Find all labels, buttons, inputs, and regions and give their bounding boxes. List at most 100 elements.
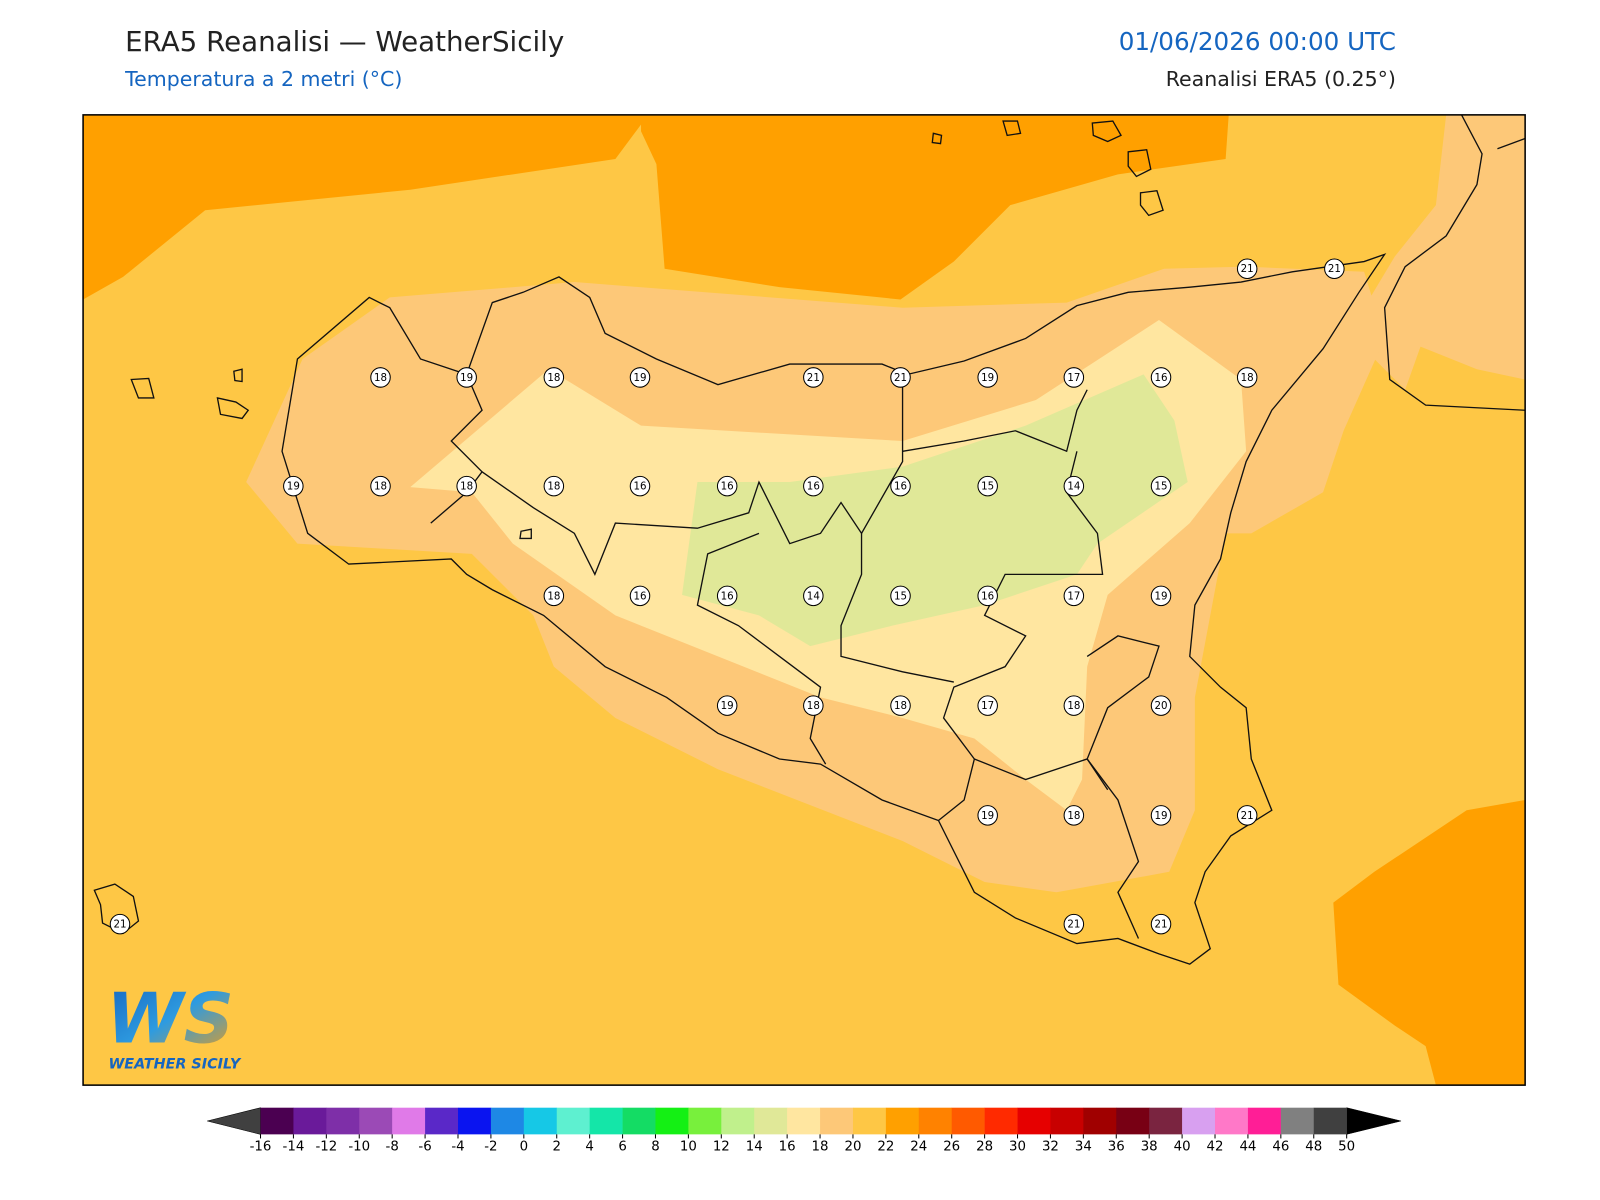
island [1127, 149, 1152, 178]
title: ERA5 Reanalisi — WeatherSicily [125, 25, 564, 58]
subtitle: Temperatura a 2 metri (°C) [124, 67, 402, 91]
station-value: 17 [981, 700, 994, 712]
station-value: 16 [1155, 372, 1168, 384]
colorbar-swatch [622, 1107, 656, 1135]
colorbar-swatch [260, 1107, 294, 1135]
island [1091, 120, 1122, 143]
colorbar-swatch [1116, 1107, 1150, 1135]
station-value: 16 [807, 481, 820, 493]
station-marker [456, 367, 477, 388]
field-band [682, 374, 1188, 647]
island [1139, 190, 1164, 217]
station-marker [629, 475, 651, 497]
colorbar-tick-label: 22 [877, 1140, 894, 1155]
station-value: 15 [1155, 481, 1168, 493]
station-value: 17 [1067, 590, 1080, 602]
island [519, 528, 532, 540]
colorbar-swatch [951, 1107, 985, 1135]
datetime: 01/06/2026 00:00 UTC [1119, 27, 1396, 56]
map-frame [82, 114, 1526, 1086]
station-value: 18 [547, 590, 560, 602]
station-marker [1150, 367, 1172, 388]
station-marker [716, 585, 738, 607]
colorbar-tick-label: 50 [1338, 1140, 1355, 1155]
colorbar-swatch [1017, 1107, 1051, 1135]
colorbar-swatch [359, 1107, 393, 1135]
station-value: 16 [721, 590, 734, 602]
colorbar-swatch [1280, 1107, 1315, 1135]
island [216, 397, 250, 420]
colorbar-swatch [688, 1107, 722, 1135]
colorbar-tick-label: 6 [618, 1140, 626, 1155]
station-value: 20 [1155, 700, 1168, 712]
province-border [696, 532, 827, 765]
station-value: 18 [894, 700, 907, 712]
station-marker [543, 367, 565, 388]
colorbar-swatch [523, 1107, 558, 1135]
station-value: 16 [633, 481, 646, 493]
station-value: 21 [1241, 263, 1254, 275]
station-marker [1150, 475, 1172, 497]
island [130, 377, 155, 399]
colorbar-over [1346, 1107, 1402, 1135]
colorbar-swatch [392, 1107, 426, 1135]
colorbar-tick-label: 24 [910, 1140, 927, 1155]
station-value: 18 [460, 481, 473, 493]
station-marker [1063, 695, 1085, 716]
station-marker [543, 585, 565, 607]
station-value: 15 [981, 481, 994, 493]
colorbar-tick-label: 18 [812, 1140, 829, 1155]
colorbar-tick-label: 40 [1174, 1140, 1191, 1155]
colorbar-swatch [787, 1107, 821, 1135]
station-value: 21 [807, 372, 820, 384]
station-marker [1150, 805, 1172, 826]
station-marker [977, 367, 998, 388]
field-band [1364, 114, 1526, 390]
province-border [938, 451, 1104, 822]
station-value: 19 [633, 372, 646, 384]
colorbar-tick-label: 38 [1141, 1140, 1158, 1155]
province-border [840, 533, 954, 683]
station-value: 18 [807, 700, 820, 712]
colorbar-tick-label: 8 [651, 1140, 659, 1155]
station-value: 18 [1067, 810, 1080, 822]
colorbar-tick-label: 4 [585, 1140, 593, 1155]
station-marker [977, 585, 998, 607]
station-value: 21 [894, 372, 907, 384]
colorbar-swatch [984, 1107, 1018, 1135]
station-marker [1150, 913, 1172, 935]
station-marker [890, 695, 911, 716]
station-value: 21 [1328, 263, 1341, 275]
station-marker [1324, 258, 1345, 279]
colorbar-swatch [754, 1107, 788, 1135]
colorbar-tick-label: -6 [418, 1140, 431, 1155]
province-border [430, 374, 483, 524]
station-marker [109, 913, 131, 935]
station-value: 18 [547, 372, 560, 384]
colorbar-tick-label: 14 [746, 1140, 763, 1155]
station-value: 14 [1067, 481, 1080, 493]
colorbar-swatch [293, 1107, 327, 1135]
station-value: 15 [894, 590, 907, 602]
logo-letters: WS [107, 979, 234, 1060]
colorbar-tick-label: -16 [250, 1140, 272, 1155]
colorbar-tick-label: -4 [451, 1140, 464, 1155]
colorbar-tick-label: -14 [283, 1140, 305, 1155]
station-value: 17 [1067, 372, 1080, 384]
station-marker [1236, 258, 1258, 279]
station-value: 18 [547, 481, 560, 493]
field-band [83, 114, 649, 300]
station-layer: 21 21 18 19 18 19 21 21 19 17 16 18 19 18 18 18 16 16 16 16… [109, 258, 1345, 935]
colorbar-swatch [1247, 1107, 1282, 1135]
colorbar-tick-label: 44 [1239, 1140, 1256, 1155]
colorbar-tick-label: 26 [943, 1140, 960, 1155]
colorbar-swatch [655, 1107, 689, 1135]
station-marker [283, 475, 304, 497]
station-value: 19 [287, 481, 300, 493]
province-border [902, 389, 1088, 453]
station-marker [629, 585, 651, 607]
colorbar-tick-label: 10 [680, 1140, 697, 1155]
station-marker [890, 367, 911, 388]
station-marker [977, 805, 998, 826]
source: Reanalisi ERA5 (0.25°) [1166, 67, 1396, 91]
